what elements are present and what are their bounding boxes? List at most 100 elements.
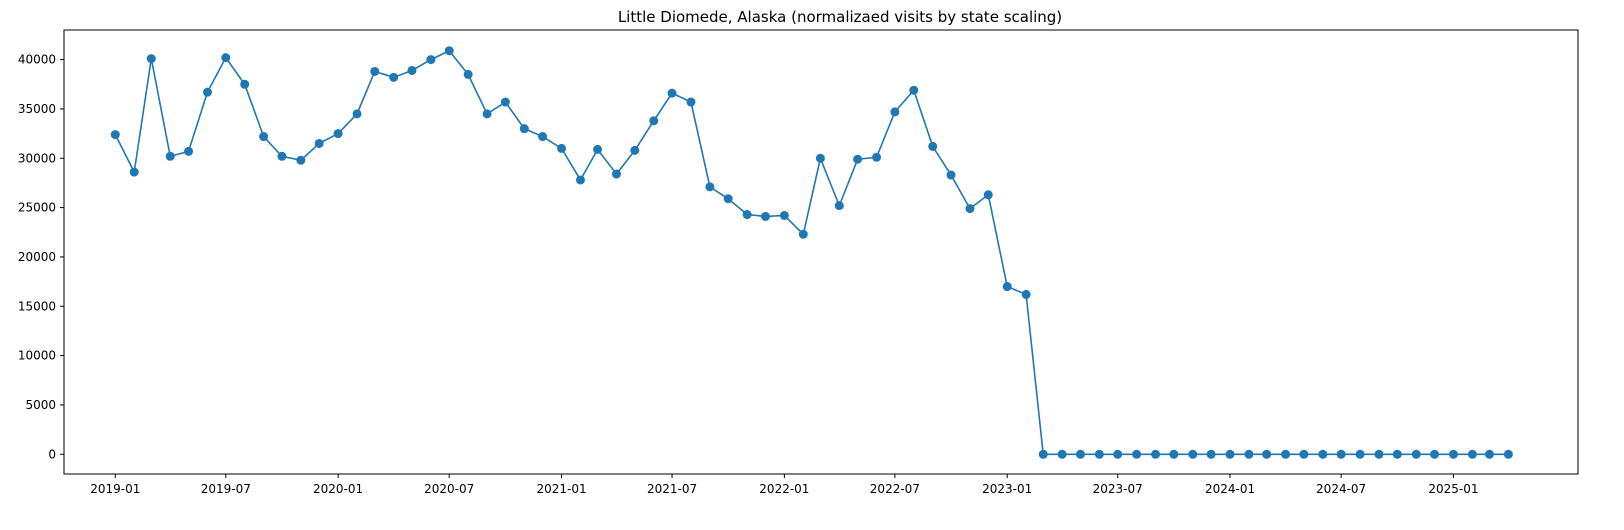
data-point (314, 138, 324, 148)
data-point (500, 97, 510, 107)
data-point (1132, 449, 1142, 459)
x-tick-label: 2023-01 (982, 482, 1032, 496)
data-point (779, 210, 789, 220)
data-point (277, 151, 287, 161)
data-point (1057, 449, 1067, 459)
x-tick-label: 2022-07 (870, 482, 920, 496)
x-tick-label: 2020-01 (313, 482, 363, 496)
data-point (221, 53, 231, 63)
data-point (1281, 449, 1291, 459)
data-point (352, 109, 362, 119)
plot-area (63, 29, 1579, 475)
data-point (1244, 449, 1254, 459)
data-point (815, 153, 825, 163)
data-point (1392, 449, 1402, 459)
data-point (1430, 449, 1440, 459)
data-point (983, 190, 993, 200)
data-point (557, 143, 567, 153)
data-point (723, 194, 733, 204)
x-axis: 2019-01 2019-07 2020-01 2020-07 2021-01 2021-… (90, 474, 1479, 496)
y-tick-label: 0 (48, 447, 56, 461)
data-point (1188, 449, 1198, 459)
x-tick-label: 2024-07 (1316, 482, 1366, 496)
y-tick-label: 40000 (18, 53, 56, 67)
data-point (1094, 449, 1104, 459)
data-point (1484, 449, 1494, 459)
data-point (1467, 449, 1477, 459)
data-point (1038, 449, 1048, 459)
data-point (1374, 449, 1384, 459)
data-point (705, 182, 715, 192)
data-point (1355, 449, 1365, 459)
data-point (1411, 449, 1421, 459)
y-tick-label: 35000 (18, 102, 56, 116)
data-point (575, 175, 585, 185)
data-point (165, 151, 175, 161)
x-tick-label: 2021-01 (536, 482, 586, 496)
data-point (538, 132, 548, 142)
x-tick-label: 2025-01 (1428, 482, 1478, 496)
data-point (296, 155, 306, 165)
data-point (909, 85, 919, 95)
data-point (798, 229, 808, 239)
data-point (1113, 449, 1123, 459)
x-tick-label: 2023-07 (1093, 482, 1143, 496)
data-point (1075, 449, 1085, 459)
data-point (1336, 449, 1346, 459)
data-point (946, 170, 956, 180)
x-tick-label: 2019-01 (90, 482, 140, 496)
data-point (1169, 449, 1179, 459)
data-point (630, 145, 640, 155)
data-point (834, 201, 844, 211)
data-point (370, 66, 380, 76)
series-line (114, 49, 1509, 456)
y-tick-label: 15000 (18, 299, 56, 313)
chart-title: Little Diomede, Alaska (normalizaed visi… (618, 8, 1062, 26)
data-point (667, 88, 677, 98)
data-point (593, 144, 603, 154)
x-tick-label: 2022-01 (759, 482, 809, 496)
data-point (389, 72, 399, 82)
data-point (1151, 449, 1161, 459)
y-tick-label: 5000 (25, 398, 56, 412)
y-tick-label: 25000 (18, 201, 56, 215)
data-point (611, 169, 621, 179)
data-point (890, 107, 900, 117)
data-point (686, 97, 696, 107)
data-point (872, 152, 882, 162)
x-tick-label: 2024-01 (1205, 482, 1255, 496)
data-point (649, 116, 659, 126)
data-point (129, 167, 139, 177)
data-point (1002, 282, 1012, 292)
x-tick-label: 2019-07 (201, 482, 251, 496)
y-tick-label: 10000 (18, 349, 56, 363)
data-point (1299, 449, 1309, 459)
data-point (1021, 289, 1031, 299)
data-point (519, 124, 529, 134)
data-point (259, 132, 269, 142)
data-point (760, 211, 770, 221)
data-point (426, 55, 436, 65)
data-point (928, 141, 938, 151)
data-point (463, 69, 473, 79)
x-tick-label: 2020-07 (424, 482, 474, 496)
data-point (333, 129, 343, 139)
data-point (482, 109, 492, 119)
data-point (184, 146, 194, 156)
data-point (1225, 449, 1235, 459)
data-point (240, 79, 250, 89)
y-tick-label: 20000 (18, 250, 56, 264)
data-point (1318, 449, 1328, 459)
data-point (110, 130, 120, 140)
data-point (1206, 449, 1216, 459)
data-point (444, 46, 454, 56)
data-point (853, 154, 863, 164)
x-tick-label: 2021-07 (647, 482, 697, 496)
y-axis: 0 5000 10000 15000 20000 25000 30000 35000 40000 (18, 53, 64, 461)
data-point (965, 204, 975, 214)
data-point (146, 54, 156, 64)
data-point (1262, 449, 1272, 459)
data-point (202, 87, 212, 97)
y-tick-label: 30000 (18, 151, 56, 165)
